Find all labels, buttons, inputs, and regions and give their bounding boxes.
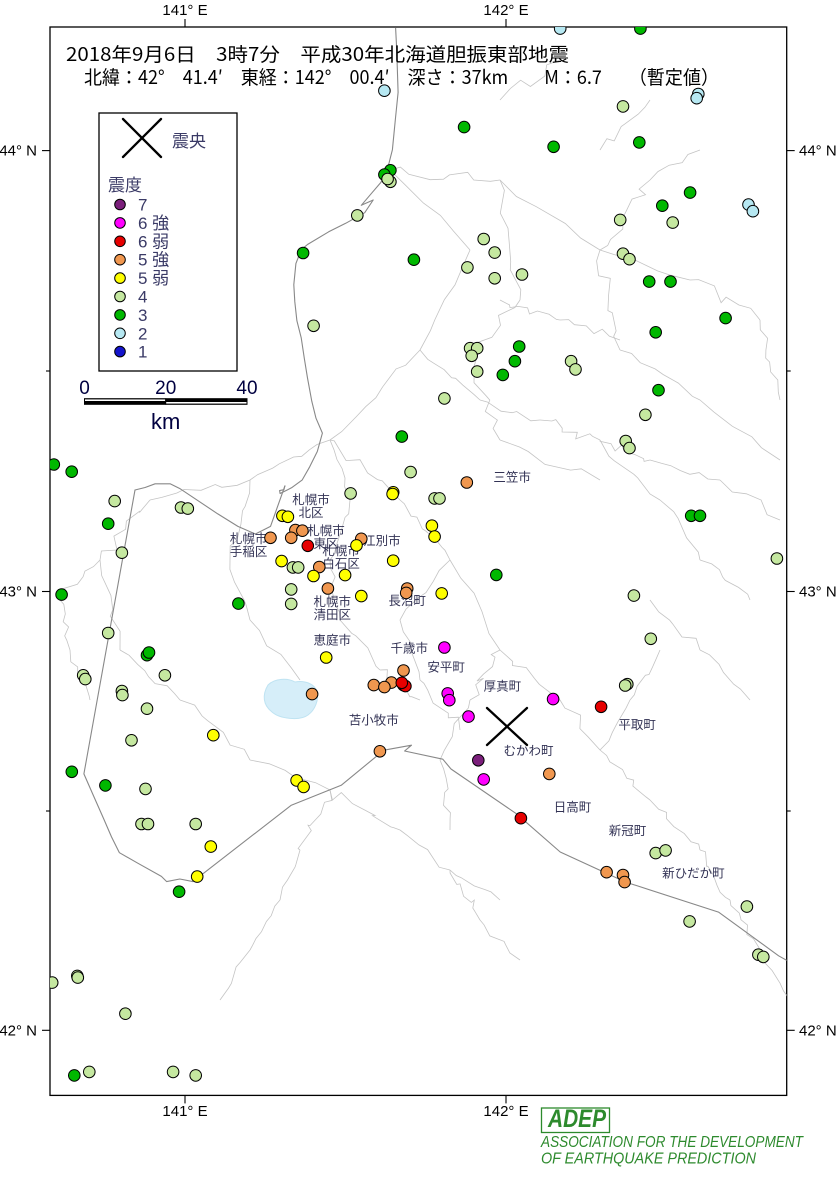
svg-text:40: 40 bbox=[236, 378, 257, 399]
svg-text:安平町: 安平町 bbox=[427, 656, 465, 675]
svg-text:44° N: 44° N bbox=[799, 143, 837, 160]
svg-text:141° E: 141° E bbox=[162, 2, 207, 19]
svg-text:42° N: 42° N bbox=[0, 1023, 37, 1040]
svg-text:恵庭市: 恵庭市 bbox=[313, 630, 351, 649]
svg-text:6 強: 6 強 bbox=[138, 214, 169, 233]
svg-text:44° N: 44° N bbox=[0, 143, 37, 160]
svg-text:42° N: 42° N bbox=[799, 1023, 837, 1040]
svg-text:1: 1 bbox=[138, 343, 147, 362]
svg-text:141° E: 141° E bbox=[162, 1103, 207, 1120]
svg-text:むかわ町: むかわ町 bbox=[503, 740, 554, 759]
svg-text:5 弱: 5 弱 bbox=[138, 269, 169, 288]
svg-text:km: km bbox=[151, 409, 180, 434]
svg-text:6 弱: 6 弱 bbox=[138, 232, 169, 251]
svg-text:新ひだか町: 新ひだか町 bbox=[662, 863, 725, 882]
svg-text:北緯：42° 41.4′ 東経：142° 00.4′ 深さ：: 北緯：42° 41.4′ 東経：142° 00.4′ 深さ：37km M：6.7… bbox=[84, 63, 719, 90]
svg-text:142° E: 142° E bbox=[483, 2, 528, 19]
svg-text:苫小牧市: 苫小牧市 bbox=[349, 710, 399, 729]
svg-text:新冠町: 新冠町 bbox=[609, 820, 647, 839]
svg-text:札幌市北区: 札幌市北区 bbox=[292, 489, 330, 521]
svg-text:0: 0 bbox=[79, 378, 90, 399]
svg-text:ASSOCIATION FOR THE DEVELOPME: ASSOCIATION FOR THE DEVELOPMENT bbox=[540, 1134, 804, 1151]
svg-text:43° N: 43° N bbox=[0, 584, 37, 601]
svg-text:5 強: 5 強 bbox=[138, 251, 169, 270]
svg-text:厚真町: 厚真町 bbox=[484, 676, 522, 695]
svg-text:43° N: 43° N bbox=[799, 584, 837, 601]
svg-text:2: 2 bbox=[138, 324, 147, 343]
svg-text:千歳市: 千歳市 bbox=[391, 638, 429, 657]
svg-text:7: 7 bbox=[138, 196, 147, 215]
svg-text:ADEP: ADEP bbox=[547, 1105, 606, 1133]
svg-text:札幌市手稲区: 札幌市手稲区 bbox=[230, 528, 268, 560]
svg-text:142° E: 142° E bbox=[483, 1103, 528, 1120]
svg-text:震央: 震央 bbox=[172, 127, 206, 152]
svg-text:江別市: 江別市 bbox=[363, 530, 401, 549]
svg-text:OF EARTHQUAKE PREDICTION: OF EARTHQUAKE PREDICTION bbox=[541, 1151, 757, 1168]
svg-text:震度: 震度 bbox=[108, 171, 142, 196]
svg-text:3: 3 bbox=[138, 306, 147, 325]
svg-text:三笠市: 三笠市 bbox=[493, 467, 531, 486]
svg-text:20: 20 bbox=[155, 378, 176, 399]
svg-text:4: 4 bbox=[138, 288, 147, 307]
svg-text:日高町: 日高町 bbox=[554, 797, 592, 816]
svg-text:札幌市清田区: 札幌市清田区 bbox=[313, 591, 351, 623]
svg-text:平取町: 平取町 bbox=[618, 714, 656, 733]
